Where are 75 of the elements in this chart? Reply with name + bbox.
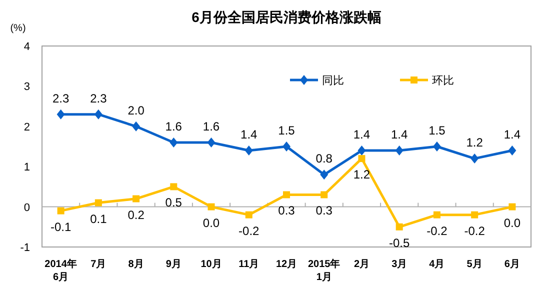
data-label: -0.5: [389, 236, 410, 250]
point: [245, 211, 252, 218]
x-tick-label: 5月: [466, 259, 482, 270]
y-tick-label: 0: [24, 202, 30, 214]
data-label: 0.0: [504, 216, 521, 230]
legend-label: 同比: [322, 74, 344, 87]
point: [244, 146, 253, 156]
point: [320, 191, 328, 198]
x-tick-label: 2014年 6月: [44, 258, 77, 283]
point: [320, 170, 328, 180]
x-tick-label: 3月: [392, 259, 408, 270]
data-label: 0.3: [316, 204, 333, 218]
data-label: 1.6: [202, 119, 220, 134]
point: [132, 195, 140, 202]
chart-title: 6月份全国居民消费价格涨跌幅: [192, 9, 382, 25]
data-label: 1.4: [353, 128, 370, 142]
y-axis-title: (%): [10, 23, 26, 34]
data-label: 1.2: [466, 136, 484, 150]
point: [208, 203, 215, 210]
point: [132, 121, 140, 132]
data-label: -0.2: [464, 224, 486, 238]
x-tick-label: 11月: [238, 259, 260, 270]
data-label: 0.1: [90, 212, 108, 226]
point: [283, 191, 290, 198]
y-tick-label: -1: [20, 242, 30, 254]
legend-label: 环比: [432, 74, 454, 87]
y-tick-label: 1: [24, 162, 30, 174]
data-label: 1.4: [391, 128, 408, 142]
point: [396, 223, 403, 230]
point: [395, 146, 404, 156]
data-label: 1.5: [428, 124, 446, 138]
data-label: 0.2: [128, 208, 145, 222]
point: [207, 137, 216, 148]
point: [170, 137, 178, 148]
x-tick-label: 10月: [200, 259, 222, 270]
data-label: 1.6: [165, 119, 182, 134]
y-tick-label: 3: [24, 81, 30, 94]
point: [57, 207, 64, 214]
point: [433, 211, 440, 218]
point: [358, 146, 366, 156]
data-label: 0.8: [316, 152, 333, 166]
data-label: 2.3: [90, 91, 108, 106]
data-label: 2.3: [52, 91, 70, 106]
data-label: 0.3: [278, 204, 296, 218]
data-label: 0.0: [202, 216, 220, 230]
data-label: 1.2: [353, 168, 370, 182]
y-tick-label: 4: [24, 41, 30, 53]
y-tick-label: 2: [24, 121, 30, 134]
point: [56, 109, 65, 120]
x-tick-label: 7月: [90, 259, 106, 270]
x-tick-label: 2月: [354, 259, 370, 270]
data-label: 2.0: [128, 103, 145, 118]
point: [508, 146, 516, 156]
point: [470, 154, 479, 164]
point: [358, 155, 366, 162]
x-tick-label: 8月: [128, 259, 144, 270]
point: [94, 109, 102, 120]
x-tick-label: 9月: [166, 259, 182, 270]
x-tick-label: 12月: [276, 259, 298, 270]
data-label: 1.5: [278, 124, 296, 138]
point: [170, 183, 178, 190]
x-tick-label: 6月: [504, 259, 520, 270]
x-tick-label: 4月: [429, 259, 445, 270]
data-label: 1.4: [240, 128, 258, 142]
point: [282, 142, 290, 152]
data-label: -0.1: [50, 220, 72, 234]
point: [508, 203, 516, 210]
x-tick-label: 2015年 1月: [308, 258, 340, 283]
point: [432, 142, 441, 152]
data-label: 0.5: [165, 196, 182, 210]
data-label: -0.2: [238, 224, 260, 238]
point: [94, 199, 102, 206]
point: [471, 211, 478, 218]
data-label: 1.4: [504, 128, 521, 142]
data-label: -0.2: [426, 224, 448, 238]
